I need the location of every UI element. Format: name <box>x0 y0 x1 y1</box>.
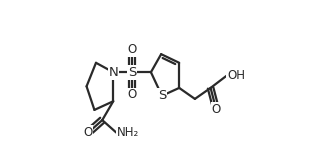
Text: S: S <box>158 89 166 102</box>
Text: N: N <box>108 66 118 79</box>
Text: OH: OH <box>227 69 245 82</box>
Text: NH₂: NH₂ <box>116 126 139 139</box>
Text: O: O <box>127 43 137 56</box>
Text: S: S <box>128 66 136 79</box>
Text: O: O <box>83 126 93 139</box>
Text: O: O <box>211 103 221 116</box>
Text: O: O <box>127 89 137 101</box>
